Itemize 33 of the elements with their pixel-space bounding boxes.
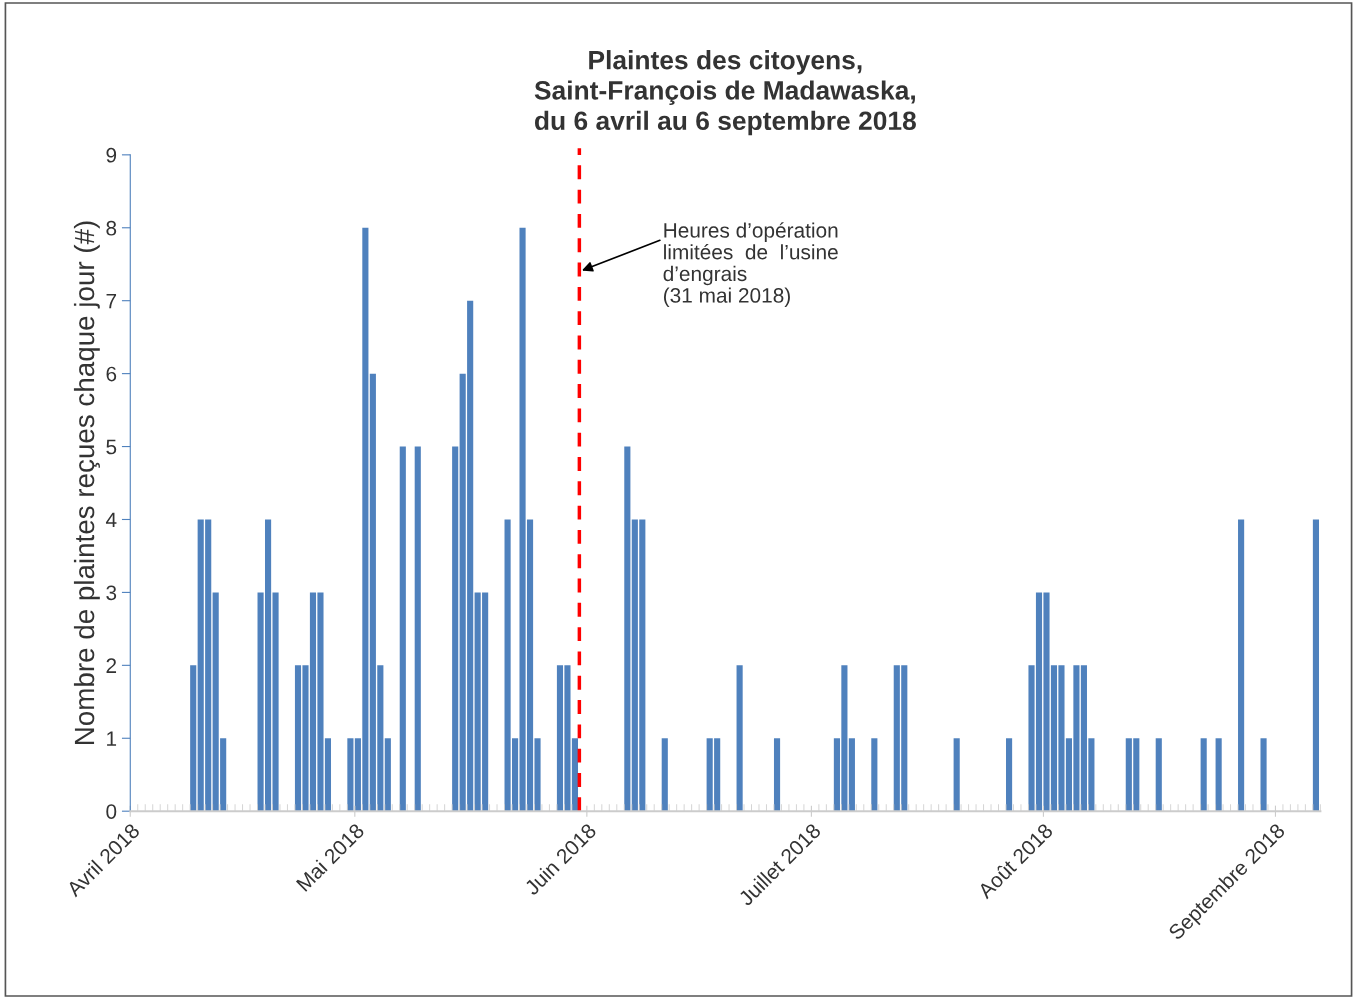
annotation: Heures d’opération limitées de l’usine d’engrais (31 mai 2018) <box>663 222 838 307</box>
bar <box>773 738 781 812</box>
y-tick-label: 5 <box>106 439 117 455</box>
y-tick-label: 6 <box>106 366 117 382</box>
bar <box>414 446 421 812</box>
bar <box>399 446 406 812</box>
bar <box>1312 519 1320 812</box>
bar <box>384 738 391 812</box>
y-tick-label: 0 <box>106 804 117 819</box>
bar <box>661 738 668 812</box>
chart-title: Plaintes des citoyens, Saint-François de Madawaska, du 6 avril au 6 septembre 2018 <box>534 50 916 136</box>
bar <box>624 446 631 812</box>
y-tick-label: 9 <box>106 147 117 163</box>
bar <box>1215 738 1222 812</box>
bar <box>1155 738 1162 812</box>
y-tick-label: 2 <box>106 658 117 673</box>
y-tick-label: 8 <box>106 220 117 236</box>
bar <box>953 738 960 812</box>
bar <box>452 446 459 812</box>
bar <box>1200 738 1207 812</box>
bar <box>190 665 197 812</box>
bar <box>848 738 855 812</box>
bar <box>1260 738 1267 812</box>
y-axis-title: Nombre de plaintes reçues chaque jour (#) <box>73 221 100 744</box>
bar <box>1006 738 1013 812</box>
y-tick-label: 7 <box>106 293 117 309</box>
y-tick-label: 1 <box>107 731 117 746</box>
bar <box>1238 519 1245 812</box>
bar <box>347 738 354 812</box>
bar <box>871 738 878 812</box>
y-tick-label: 4 <box>105 512 117 528</box>
y-tick-label: 3 <box>106 585 117 601</box>
bar <box>736 665 743 812</box>
